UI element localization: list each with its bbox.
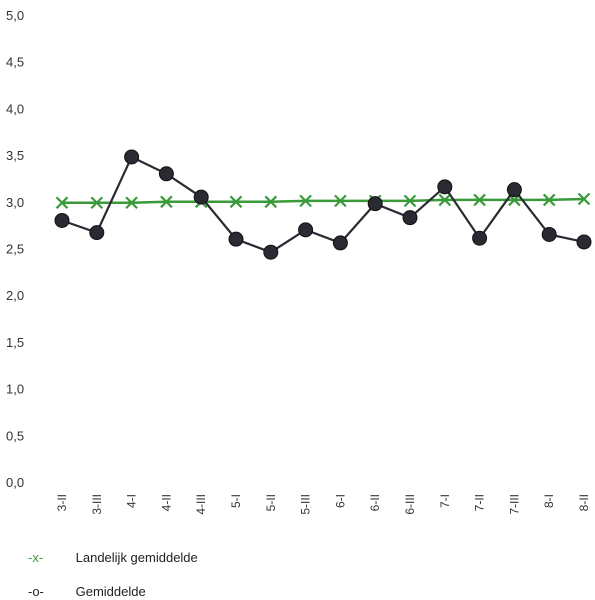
y-tick-label: 1,0 [6,382,24,397]
y-tick-label: 0,5 [6,428,24,443]
legend-marker-o: -o- [28,584,44,599]
data-point-x [577,192,591,206]
x-tick-label: 3-II [55,494,69,511]
x-tick-label: 7-III [507,494,521,515]
series-landelijk-gemiddelde [55,192,591,210]
data-point-dot [89,225,105,241]
data-point-x [229,195,243,209]
y-tick-label: 3,0 [6,195,24,210]
data-point-x [542,193,556,207]
x-tick-label: 8-II [577,494,591,511]
series-gemiddelde [54,149,592,260]
data-point-dot [402,210,418,226]
data-point-dot [158,166,174,182]
y-tick-label: 2,5 [6,242,24,257]
legend-item-gemiddelde: -o- Gemiddelde [28,584,146,599]
data-point-dot [541,226,557,242]
x-marker-stroke [264,195,278,209]
y-tick-label: 0,0 [6,475,24,490]
x-tick-label: 7-I [438,494,452,508]
data-point-dot [367,196,383,212]
legend-marker-x: -x- [28,550,44,565]
data-point-dot [124,149,140,165]
data-point-dot [193,189,209,205]
data-point-dot [332,235,348,251]
legend-label: Gemiddelde [75,584,146,599]
data-point-x [473,193,486,207]
data-point-x [90,196,104,210]
x-marker-stroke [403,194,417,208]
data-point-dot [506,182,522,198]
x-marker-stroke [508,193,521,207]
x-marker-stroke [577,192,591,206]
x-tick-label: 5-I [229,494,243,508]
y-tick-label: 4,0 [6,101,24,116]
data-point-x [160,195,173,209]
x-tick-label: 5-II [264,494,278,511]
data-point-dot [263,244,279,260]
x-marker-stroke [299,194,312,208]
x-marker-stroke [55,196,69,210]
x-tick-label: 4-III [194,494,208,515]
line-chart: 0,00,51,01,52,02,53,03,54,04,55,0 3-II 3-… [6,8,592,515]
x-tick-label: 4-I [125,494,139,508]
x-marker-stroke [473,193,486,207]
data-point-dot [54,212,70,228]
series-line-gemiddelde [61,155,585,254]
x-tick-label: 6-I [333,494,347,508]
y-tick-label: 3,5 [6,148,24,163]
data-point-dot [437,179,453,195]
data-point-x [403,194,417,208]
x-marker-stroke [542,193,556,207]
x-marker-stroke [90,196,104,210]
x-tick-label: 6-III [403,494,417,515]
data-point-x [264,195,278,209]
x-marker-stroke [438,193,452,207]
data-point-x [299,194,312,208]
data-point-x [438,193,452,207]
x-tick-label: 8-I [542,494,556,508]
y-axis-ticks: 0,0 0,5 1,0 1,5 2,0 2,5 3,0 3,5 4,0 4,5 5,0 [6,8,24,490]
x-axis-ticks: 3-II 3-III 4-I 4-II 4-III 5-I 5-II 5-III 6-I 6-II… [55,494,591,515]
x-marker-stroke [334,194,347,208]
series-line-landelijk-gemiddelde [62,197,585,204]
y-tick-label: 5,0 [6,8,24,23]
data-point-dot [576,234,592,250]
x-tick-label: 4-II [159,494,173,511]
x-tick-label: 6-II [368,494,382,511]
x-tick-label: 5-III [299,494,313,515]
data-point-x [334,194,347,208]
legend-label: Landelijk gemiddelde [75,550,198,565]
y-tick-label: 1,5 [6,335,24,350]
x-marker-stroke [229,195,243,209]
x-tick-label: 7-II [473,494,487,511]
data-point-x [125,196,138,210]
legend-item-landelijk-gemiddelde: -x- Landelijk gemiddelde [28,550,198,565]
x-marker-stroke [160,195,173,209]
y-tick-label: 2,0 [6,288,24,303]
data-point-x [55,196,69,210]
x-tick-label: 3-III [90,494,104,515]
data-point-dot [228,231,244,247]
y-tick-label: 4,5 [6,55,24,70]
data-point-dot [472,230,488,246]
x-marker-stroke [125,196,138,210]
data-point-dot [298,222,314,238]
